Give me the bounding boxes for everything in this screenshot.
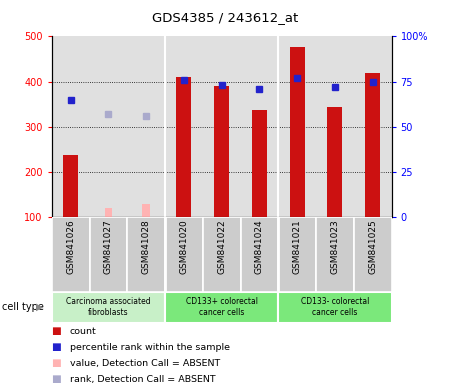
- Bar: [365, 73, 380, 217]
- Text: ■: ■: [51, 358, 61, 368]
- Bar: [290, 47, 305, 217]
- Bar: [52, 217, 90, 292]
- Bar: [240, 217, 278, 292]
- Text: cell type: cell type: [2, 302, 44, 312]
- Bar: [176, 77, 191, 217]
- Bar: [90, 217, 127, 292]
- Bar: [63, 155, 78, 217]
- Text: ■: ■: [51, 374, 61, 384]
- Bar: [127, 217, 165, 292]
- Bar: [278, 217, 316, 292]
- Bar: [354, 217, 392, 292]
- Text: ■: ■: [51, 342, 61, 352]
- Text: GSM841024: GSM841024: [255, 219, 264, 274]
- Bar: [52, 292, 165, 323]
- Text: value, Detection Call = ABSENT: value, Detection Call = ABSENT: [70, 359, 220, 368]
- Text: GDS4385 / 243612_at: GDS4385 / 243612_at: [152, 12, 298, 25]
- Bar: [214, 86, 229, 217]
- Text: GSM841027: GSM841027: [104, 219, 113, 274]
- Bar: [165, 217, 203, 292]
- Bar: [203, 217, 240, 292]
- Text: GSM841026: GSM841026: [66, 219, 75, 274]
- Text: GSM841021: GSM841021: [292, 219, 302, 274]
- Bar: [278, 292, 392, 323]
- Text: CD133- colorectal
cancer cells: CD133- colorectal cancer cells: [301, 297, 369, 317]
- Bar: [142, 204, 150, 217]
- Text: GSM841022: GSM841022: [217, 219, 226, 274]
- Bar: [104, 208, 112, 217]
- Bar: [316, 217, 354, 292]
- Text: CD133+ colorectal
cancer cells: CD133+ colorectal cancer cells: [185, 297, 257, 317]
- Bar: [165, 292, 278, 323]
- Text: ■: ■: [51, 326, 61, 336]
- Text: GSM841023: GSM841023: [330, 219, 339, 274]
- Text: GSM841020: GSM841020: [180, 219, 189, 274]
- Text: percentile rank within the sample: percentile rank within the sample: [70, 343, 230, 352]
- Text: Carcinoma associated
fibroblasts: Carcinoma associated fibroblasts: [66, 297, 151, 317]
- Bar: [252, 109, 267, 217]
- Text: count: count: [70, 326, 96, 336]
- Text: GSM841028: GSM841028: [142, 219, 151, 274]
- Text: rank, Detection Call = ABSENT: rank, Detection Call = ABSENT: [70, 375, 216, 384]
- Text: GSM841025: GSM841025: [368, 219, 377, 274]
- Text: ▶: ▶: [36, 302, 43, 312]
- Bar: [327, 107, 342, 217]
